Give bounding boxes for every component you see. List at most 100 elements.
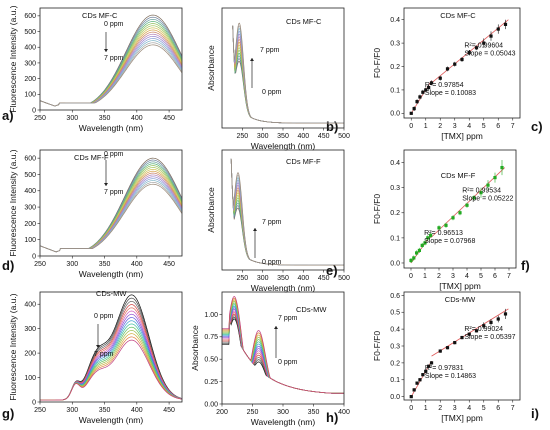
panel-letter-c: c) [531, 119, 543, 134]
series-line-abs_mfc-12 [232, 25, 344, 124]
data-point-sv_mff-11 [458, 211, 462, 215]
series-line-abs_mfc-4 [232, 25, 344, 124]
series-line-abs_mfc-2 [232, 25, 344, 124]
x-tick-label-fl_mfc-0: 250 [34, 115, 46, 122]
data-point-sv_mfc-10 [453, 62, 457, 66]
x-tick-label-abs_mff-1: 300 [257, 275, 269, 282]
annotation-fl_mff-0: 0 ppm [104, 151, 124, 158]
y-tick-label-fl_mfc-1: 100 [24, 92, 36, 99]
data-point-sv_mfc-14 [482, 41, 486, 45]
panel-letter-h: h) [326, 410, 338, 425]
series-line-fl_mfc-12 [40, 40, 182, 107]
x-axis-title-fl_mff: Wavelength (nm) [79, 269, 144, 279]
x-tick-label-fl_mff-2: 350 [99, 261, 111, 268]
axes-frame-fl_mfc [39, 7, 183, 111]
arrow-head-fl_mff [104, 183, 108, 186]
x-tick-label-sv_mfc-6: 6 [496, 123, 500, 130]
series-line-abs_mff-14 [230, 158, 344, 266]
fit-r2-sv_mfc-1: R²= 0.99604 [464, 43, 503, 50]
series-line-fl_mfc-4 [40, 23, 182, 107]
series-line-fl_mff-2 [40, 161, 182, 253]
x-tick-label-abs_mfc-3: 400 [297, 133, 309, 140]
data-point-sv_mfc-8 [438, 76, 442, 80]
x-tick-label-fl_mfc-2: 350 [99, 115, 111, 122]
plot-area-sv_mfc [409, 19, 509, 115]
series-line-fl_mw-7 [40, 317, 182, 401]
panel-letter-d: d) [2, 258, 14, 273]
series-line-fl_mfc-11 [40, 38, 182, 107]
y-tick-label-fl_mw-3: 300 [24, 326, 36, 333]
fit-line-sv_mff-1 [430, 167, 506, 239]
data-point-sv_mfc-2 [415, 100, 419, 104]
data-point-sv_mw-13 [474, 329, 479, 333]
y-tick-label-fl_mff-2: 200 [24, 221, 36, 228]
series-line-abs_mfc-6 [232, 25, 344, 124]
fit-line-sv_mw-1 [431, 308, 509, 357]
arrow-head-abs_mff [253, 228, 257, 231]
data-point-sv_mfc-5 [424, 88, 428, 92]
x-tick-label-abs_mff-0: 250 [236, 275, 248, 282]
y-tick-label-sv_mfc-1: 0.1 [390, 87, 400, 94]
data-point-sv_mw-8 [438, 349, 442, 353]
x-tick-label-abs_mw-3: 350 [308, 409, 320, 416]
data-point-sv_mff-1 [412, 256, 416, 260]
x-tick-label-fl_mw-1: 300 [66, 407, 78, 414]
data-point-sv_mff-13 [472, 196, 476, 200]
data-point-sv_mw-12 [467, 332, 471, 336]
x-tick-label-abs_mfc-1: 300 [257, 133, 269, 140]
panel-letter-e: e) [326, 263, 338, 278]
x-tick-label-abs_mff-2: 350 [277, 275, 289, 282]
series-line-abs_mff-10 [230, 158, 344, 266]
y-tick-label-sv_mff-2: 0.2 [390, 210, 400, 217]
series-line-abs_mff-2 [230, 158, 344, 266]
y-tick-label-fl_mw-0: 0 [32, 399, 36, 406]
x-tick-label-abs_mff-4: 450 [318, 275, 330, 282]
x-tick-label-fl_mw-2: 350 [99, 407, 111, 414]
x-tick-label-sv_mfc-3: 3 [453, 123, 457, 130]
y-tick-label-sv_mw-2: 0.2 [390, 360, 400, 367]
x-tick-label-fl_mff-4: 450 [163, 261, 175, 268]
arrow-head-abs_mfc [250, 58, 254, 61]
data-point-sv_mfc-17 [503, 22, 508, 26]
x-axis-title-abs_mff: Wavelength (nm) [251, 283, 316, 293]
series-line-fl_mw-8 [40, 320, 182, 401]
y-tick-label-sv_mw-0: 0.0 [390, 394, 400, 401]
axes-frame-sv_mw [403, 291, 521, 401]
annotation-fl_mfc-1: 7 ppm [104, 55, 124, 62]
series-line-fl_mff-14 [40, 183, 182, 253]
series-line-abs_mfc-0 [232, 25, 344, 124]
x-tick-label-abs_mfc-5: 500 [338, 133, 350, 140]
x-axis-title-fl_mw: Wavelength (nm) [79, 415, 144, 425]
series-line-abs_mfc-8 [232, 25, 344, 124]
fit-r2-sv_mw-0: R²= 0.97831 [425, 365, 464, 372]
x-tick-label-fl_mff-0: 250 [34, 261, 46, 268]
data-point-sv_mfc-13 [474, 46, 479, 50]
plot-area-fl_mff [40, 157, 182, 253]
series-line-fl_mff-4 [40, 165, 182, 253]
y-tick-label-fl_mfc-3: 300 [24, 60, 36, 67]
x-tick-label-sv_mw-3: 3 [453, 405, 457, 412]
data-point-sv_mfc-4 [421, 90, 425, 94]
y-tick-label-sv_mw-6: 0.6 [390, 293, 400, 300]
series-line-abs_mfc-11 [232, 25, 344, 124]
data-point-sv_mff-3 [417, 248, 421, 253]
plot-area-sv_mff [409, 160, 506, 264]
arrow-head-abs_mw [274, 326, 278, 329]
plot-area-abs_mfc [232, 22, 344, 124]
x-axis-title-sv_mw: [TMX] ppm [441, 413, 483, 423]
y-tick-label-fl_mff-0: 0 [32, 253, 36, 260]
series-line-fl_mw-14 [40, 339, 182, 401]
y-tick-label-fl_mfc-0: 0 [32, 107, 36, 114]
axes-frame-sv_mff [403, 149, 517, 269]
x-tick-label-abs_mfc-0: 250 [236, 133, 248, 140]
x-tick-label-sv_mff-0: 0 [409, 273, 413, 280]
series-line-fl_mfc-5 [40, 25, 182, 107]
x-tick-label-fl_mfc-3: 400 [131, 115, 143, 122]
x-axis-title-fl_mfc: Wavelength (nm) [79, 123, 144, 133]
x-tick-label-abs_mfc-2: 350 [277, 133, 289, 140]
x-axis-title-sv_mff: [TMX] ppm [439, 281, 481, 291]
chart-title-fl_mw: CDs-MW [96, 289, 127, 298]
annotation-abs_mff-0: 7 ppm [262, 219, 282, 226]
series-line-abs_mff-6 [230, 158, 344, 266]
fit-slope-sv_mw-1: Slope = 0.05397 [464, 334, 515, 341]
